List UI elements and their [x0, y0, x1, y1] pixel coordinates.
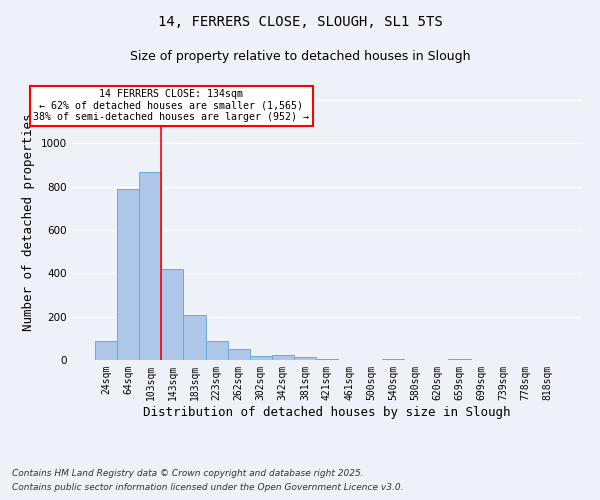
Text: Size of property relative to detached houses in Slough: Size of property relative to detached ho…	[130, 50, 470, 63]
Bar	[227, 349, 250, 360]
Bar	[161, 269, 184, 360]
Text: Contains public sector information licensed under the Open Government Licence v3: Contains public sector information licen…	[12, 484, 404, 492]
Bar	[448, 359, 470, 360]
Bar	[117, 189, 139, 360]
Bar	[294, 357, 316, 360]
Bar	[382, 359, 404, 360]
Bar	[139, 172, 161, 360]
Bar	[272, 354, 294, 360]
Bar	[316, 359, 338, 360]
Text: 14, FERRERS CLOSE, SLOUGH, SL1 5TS: 14, FERRERS CLOSE, SLOUGH, SL1 5TS	[158, 15, 442, 29]
Text: 14 FERRERS CLOSE: 134sqm
← 62% of detached houses are smaller (1,565)
38% of sem: 14 FERRERS CLOSE: 134sqm ← 62% of detach…	[34, 89, 310, 122]
Bar	[95, 340, 117, 360]
Bar	[206, 340, 227, 360]
X-axis label: Distribution of detached houses by size in Slough: Distribution of detached houses by size …	[143, 406, 511, 418]
Y-axis label: Number of detached properties: Number of detached properties	[22, 114, 35, 331]
Bar	[184, 314, 206, 360]
Text: Contains HM Land Registry data © Crown copyright and database right 2025.: Contains HM Land Registry data © Crown c…	[12, 468, 364, 477]
Bar	[250, 356, 272, 360]
